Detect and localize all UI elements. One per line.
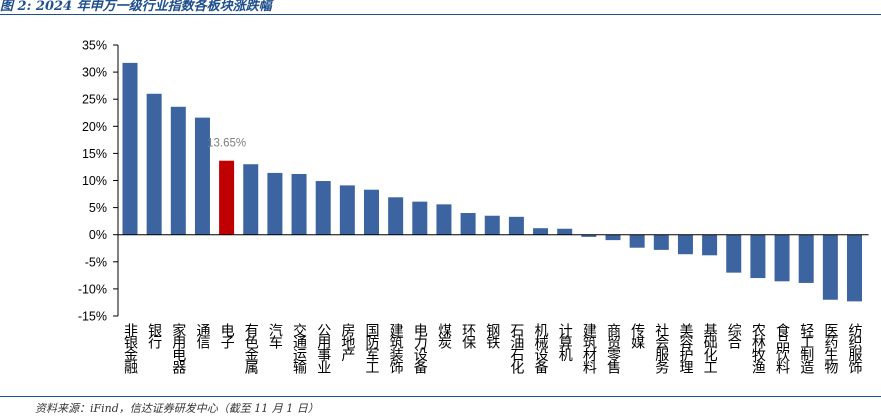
y-tick-label: 35% bbox=[82, 39, 107, 53]
figure-title: 图 2: 2024 年申万一级行业指数各板块涨跌幅 bbox=[0, 0, 272, 14]
bar bbox=[412, 201, 428, 235]
x-tick-label: 机械设备 bbox=[533, 323, 549, 375]
x-tick-label: 食品饮料 bbox=[774, 322, 790, 374]
x-tick-label: 农林牧渔 bbox=[750, 323, 766, 375]
x-tick-label: 基础化工 bbox=[702, 322, 718, 373]
x-tick-label: 计算机 bbox=[557, 323, 573, 363]
bar bbox=[146, 93, 162, 235]
y-tick-label: 30% bbox=[82, 66, 107, 80]
bar bbox=[315, 181, 331, 235]
x-tick-label: 商贸零售 bbox=[605, 323, 621, 375]
x-tick-label: 家用电器 bbox=[170, 322, 186, 374]
bar bbox=[847, 234, 862, 302]
bar bbox=[557, 228, 573, 235]
x-tick-label: 医药生物 bbox=[822, 323, 838, 376]
bar bbox=[436, 204, 452, 235]
x-tick-label: 交通运输 bbox=[291, 322, 307, 374]
bar bbox=[726, 234, 742, 273]
bar bbox=[581, 234, 597, 237]
bar bbox=[677, 234, 693, 255]
x-tick-label: 电力设备 bbox=[412, 323, 428, 375]
x-tick-label: 房地产 bbox=[339, 323, 355, 363]
x-tick-label: 建筑材料 bbox=[581, 323, 597, 375]
x-tick-label: 轻工制造 bbox=[798, 323, 814, 376]
y-tick-label: -15% bbox=[78, 310, 107, 324]
x-tick-label: 煤炭 bbox=[436, 323, 452, 350]
y-tick-label: 5% bbox=[89, 201, 107, 215]
bar bbox=[629, 234, 645, 248]
bar bbox=[170, 106, 186, 235]
y-tick-label: -5% bbox=[85, 255, 107, 269]
x-tick-label: 社会服务 bbox=[653, 323, 669, 375]
bar bbox=[194, 117, 210, 235]
bar bbox=[122, 62, 138, 235]
bar bbox=[484, 215, 500, 235]
bar bbox=[750, 234, 766, 279]
bar bbox=[822, 234, 838, 300]
x-tick-label: 钢铁 bbox=[484, 323, 500, 350]
y-tick-label: 10% bbox=[82, 174, 107, 188]
x-tick-label: 纺织服饰 bbox=[847, 323, 863, 375]
bar bbox=[605, 234, 621, 241]
y-tick-label: 25% bbox=[82, 93, 107, 107]
x-tick-label: 通信 bbox=[194, 323, 210, 350]
x-tick-label: 非银金融 bbox=[122, 323, 138, 375]
x-tick-label: 环保 bbox=[460, 323, 476, 350]
x-tick-label: 电子 bbox=[219, 323, 235, 350]
bar bbox=[364, 189, 379, 235]
bar bbox=[702, 234, 718, 256]
bar bbox=[339, 185, 355, 235]
source-note: 资料来源：iFind，信达证券研发中心（截至 11 月 1 日） bbox=[35, 402, 319, 415]
bar bbox=[653, 234, 669, 250]
bar bbox=[291, 173, 307, 235]
x-tick-label: 美容护理 bbox=[677, 323, 693, 374]
data-label: 13.65% bbox=[207, 138, 246, 150]
bar bbox=[460, 213, 476, 235]
y-tick-label: 0% bbox=[89, 228, 107, 242]
x-tick-label: 传媒 bbox=[629, 323, 645, 350]
x-tick-label: 汽车 bbox=[267, 323, 283, 350]
footer-rule bbox=[0, 396, 881, 397]
bar bbox=[243, 164, 259, 235]
bar bbox=[774, 234, 790, 282]
y-tick-label: 20% bbox=[82, 120, 107, 134]
bar bbox=[267, 172, 283, 235]
x-tick-label: 建筑装饰 bbox=[388, 323, 404, 375]
x-tick-label: 国防军工 bbox=[364, 323, 380, 374]
bar bbox=[388, 197, 404, 235]
bar bbox=[219, 160, 235, 235]
bar bbox=[798, 234, 814, 283]
x-tick-label: 公用事业 bbox=[315, 323, 331, 375]
bar bbox=[508, 216, 524, 235]
x-tick-label: 石油石化 bbox=[508, 323, 524, 376]
bar bbox=[533, 228, 549, 235]
y-tick-label: -10% bbox=[78, 282, 107, 296]
x-tick-label: 银行 bbox=[146, 323, 162, 351]
x-tick-label: 综合 bbox=[726, 323, 742, 350]
title-rule bbox=[0, 14, 881, 15]
x-tick-label: 有色金属 bbox=[243, 323, 259, 375]
y-tick-label: 15% bbox=[82, 147, 107, 161]
